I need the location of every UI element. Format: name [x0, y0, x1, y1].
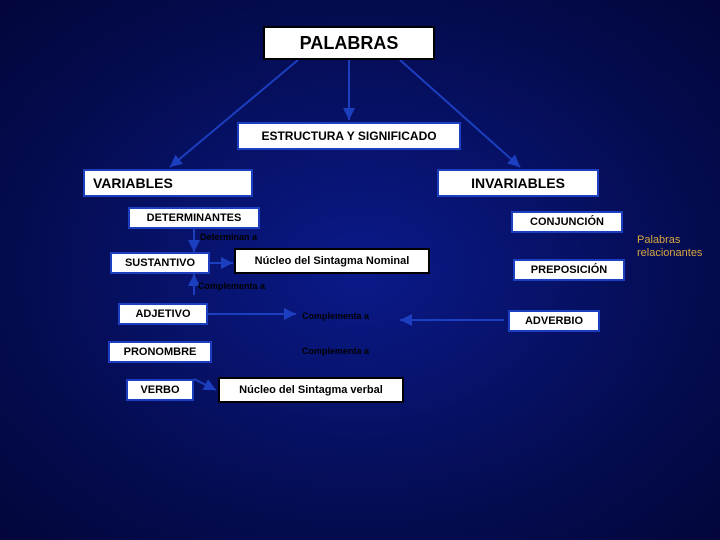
node-sustantivo: SUSTANTIVO [110, 252, 210, 274]
node-label: SUSTANTIVO [125, 257, 195, 269]
node-label: VARIABLES [93, 175, 173, 191]
edge-label-complementa1: Complementa a [198, 281, 265, 291]
node-label: ADVERBIO [525, 315, 583, 327]
node-label: Núcleo del Sintagma Nominal [255, 255, 410, 267]
edge-label-determinan: Determinan a [200, 232, 257, 242]
node-label: PALABRAS [300, 33, 399, 54]
node-pronombre: PRONOMBRE [108, 341, 212, 363]
node-label: INVARIABLES [471, 175, 565, 191]
node-nucleo-sn: Núcleo del Sintagma Nominal [234, 248, 430, 274]
node-label: PREPOSICIÓN [531, 264, 607, 276]
node-label: DETERMINANTES [147, 212, 242, 224]
node-conjuncion: CONJUNCIÓN [511, 211, 623, 233]
node-label: VERBO [140, 384, 179, 396]
node-label: CONJUNCIÓN [530, 216, 604, 228]
edge-label-complementa2: Complementa a [302, 311, 369, 321]
node-invariables: INVARIABLES [437, 169, 599, 197]
node-adverbio: ADVERBIO [508, 310, 600, 332]
node-determinantes: DETERMINANTES [128, 207, 260, 229]
node-preposicion: PREPOSICIÓN [513, 259, 625, 281]
node-label: ADJETIVO [135, 308, 190, 320]
side-annotation: Palabras relacionantes [637, 234, 720, 260]
node-label: ESTRUCTURA Y SIGNIFICADO [261, 129, 436, 143]
node-nucleo-sv: Núcleo del Sintagma verbal [218, 377, 404, 403]
node-variables: VARIABLES [83, 169, 253, 197]
node-label: PRONOMBRE [124, 346, 197, 358]
node-estructura: ESTRUCTURA Y SIGNIFICADO [237, 122, 461, 150]
node-label: Núcleo del Sintagma verbal [239, 384, 383, 396]
node-adjetivo: ADJETIVO [118, 303, 208, 325]
edge-label-complementa3: Complementa a [302, 346, 369, 356]
node-verbo: VERBO [126, 379, 194, 401]
node-palabras: PALABRAS [263, 26, 435, 60]
